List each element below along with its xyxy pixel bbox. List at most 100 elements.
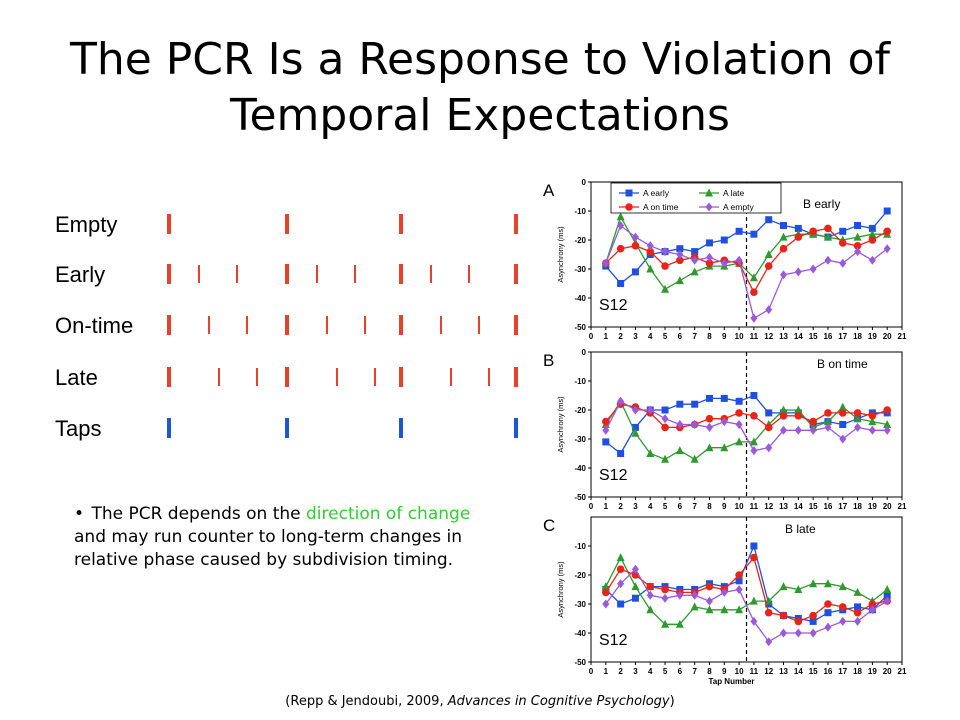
data-point — [809, 227, 817, 236]
data-point — [853, 232, 862, 241]
data-point — [779, 412, 788, 420]
data-point — [868, 255, 876, 265]
data-point — [735, 605, 744, 614]
data-point — [780, 270, 788, 280]
data-point — [720, 605, 729, 614]
timeline-row-label: On-time — [55, 313, 133, 338]
data-point — [765, 409, 773, 417]
data-point — [868, 600, 877, 608]
data-point — [779, 582, 788, 591]
data-point — [661, 423, 669, 432]
data-point — [750, 553, 758, 562]
data-point — [705, 188, 713, 197]
y-tick-label: -30 — [574, 435, 586, 444]
panel-letter: A — [543, 181, 555, 200]
data-point — [809, 611, 817, 620]
x-tick-label: 13 — [779, 332, 788, 341]
data-point — [883, 244, 891, 254]
y-tick-label: 0 — [582, 348, 587, 357]
data-point — [824, 622, 832, 632]
data-point — [661, 406, 669, 414]
data-point — [824, 609, 832, 617]
bullet-text-highlight: direction of change — [306, 504, 471, 524]
beat-mark — [285, 264, 289, 284]
x-tick-label: 14 — [794, 667, 803, 676]
data-point — [824, 600, 832, 608]
data-point — [617, 600, 625, 608]
data-point — [794, 267, 802, 277]
data-point — [824, 255, 832, 265]
panel-title: B on time — [817, 357, 868, 371]
legend-box — [610, 182, 782, 214]
data-point — [705, 414, 714, 423]
data-point — [705, 596, 713, 606]
x-tick-label: 10 — [735, 502, 744, 511]
beat-mark — [167, 367, 171, 387]
tap-mark — [167, 418, 171, 438]
subdivision-mark — [440, 316, 442, 334]
data-point — [690, 267, 699, 276]
data-point — [676, 400, 684, 408]
data-point — [631, 268, 639, 276]
x-tick-label: 8 — [707, 502, 712, 511]
data-point — [661, 619, 670, 628]
data-point — [809, 264, 817, 274]
subdivision-mark — [364, 316, 366, 334]
data-point — [794, 224, 802, 232]
subdivision-mark — [316, 265, 318, 283]
title-line-1: The PCR Is a Response to Violation of — [69, 34, 891, 85]
data-point — [646, 405, 654, 415]
y-tick-label: -40 — [574, 464, 586, 473]
data-point — [675, 276, 684, 285]
data-point — [602, 258, 610, 268]
data-point — [854, 603, 862, 611]
data-point — [853, 608, 862, 617]
y-tick-label: -50 — [574, 323, 586, 332]
data-point — [749, 273, 758, 282]
y-tick-label: -10 — [574, 377, 586, 386]
data-point — [750, 446, 758, 456]
data-point — [661, 262, 669, 270]
data-point — [764, 608, 773, 617]
timeline-row-label: Early — [55, 262, 105, 287]
data-point — [705, 202, 713, 212]
subdivision-mark — [326, 316, 328, 334]
data-point — [854, 422, 862, 432]
subdivision-mark — [198, 265, 200, 283]
data-point — [602, 599, 610, 609]
data-point — [839, 258, 847, 268]
data-point — [809, 425, 817, 435]
citation-post: ) — [669, 694, 675, 709]
x-tick-label: 2 — [618, 502, 623, 511]
subdivision-mark — [478, 316, 480, 334]
beat-mark — [399, 264, 403, 284]
data-point — [794, 617, 803, 626]
y-tick-label: -20 — [574, 236, 586, 245]
data-point — [780, 425, 788, 435]
y-tick-label: -50 — [574, 658, 586, 667]
x-tick-label: 9 — [722, 502, 727, 511]
y-tick-label: -30 — [574, 600, 586, 609]
data-point — [735, 397, 743, 405]
data-point — [616, 244, 625, 253]
data-point — [705, 239, 713, 247]
data-point — [883, 420, 892, 428]
beat-mark — [399, 214, 403, 234]
x-tick-label: 21 — [898, 332, 907, 341]
data-point — [854, 247, 862, 257]
data-point — [625, 189, 633, 197]
x-tick-label: 11 — [750, 667, 759, 676]
data-point — [691, 420, 699, 429]
x-tick-label: 0 — [589, 667, 594, 676]
data-point — [676, 420, 684, 429]
panel-title: B late — [785, 522, 816, 536]
data-point — [765, 443, 773, 453]
data-point — [868, 224, 876, 232]
x-tick-label: 3 — [633, 502, 638, 511]
data-point — [750, 542, 758, 550]
legend-label: A early — [643, 188, 670, 198]
data-point — [794, 405, 803, 414]
data-point — [625, 203, 633, 211]
x-tick-label: 8 — [707, 332, 712, 341]
